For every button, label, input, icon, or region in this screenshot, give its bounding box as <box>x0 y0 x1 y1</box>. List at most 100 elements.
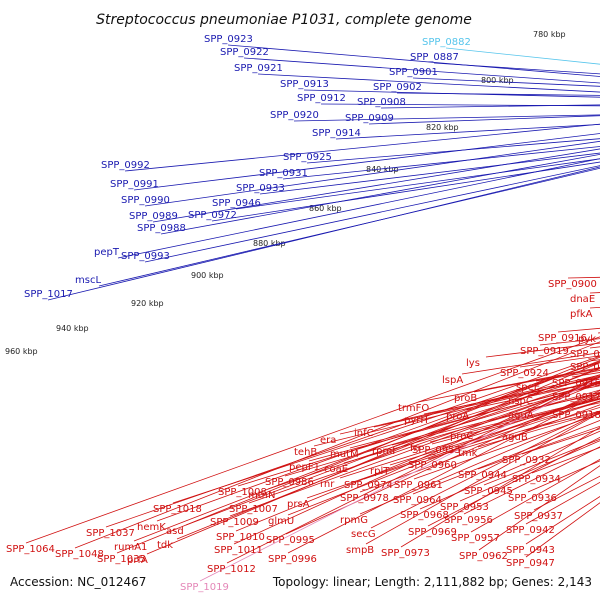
reverse-label-leader <box>25 336 600 544</box>
reverse-gene-label: pyrH <box>404 415 428 426</box>
reverse-gene-label: SPP_1010 <box>216 532 265 543</box>
ruler-label: 880 kbp <box>253 239 286 248</box>
forward-gene-labels: SPP_0882 SPP_0923 SPP_0922 SPP_0921 SPP_0887… <box>24 34 471 300</box>
forward-label-leader <box>335 123 600 140</box>
reverse-gene-label: SPP_0915 <box>552 378 600 389</box>
accession-text: Accession: NC_012467 <box>10 575 146 589</box>
reverse-gene-label: smpB <box>346 545 374 556</box>
forward-gene-label: SPP_0933 <box>236 183 285 194</box>
ruler-label: 940 kbp <box>56 324 89 333</box>
forward-gene-label: SPP_0925 <box>283 152 332 163</box>
forward-label-leaders <box>47 44 600 301</box>
reverse-label-leader <box>431 398 600 445</box>
reverse-gene-label: frr <box>410 443 422 454</box>
reverse-gene-label: SPP_0936 <box>508 493 557 504</box>
reverse-gene-label: SPP_0960 <box>408 460 457 471</box>
forward-gene-label: SPP_0901 <box>389 67 438 78</box>
forward-label-leader <box>235 158 600 210</box>
ruler-label: 800 kbp <box>481 76 514 85</box>
forward-label-leader <box>380 104 600 109</box>
forward-gene-label: SPP_0988 <box>137 223 186 234</box>
forward-gene-label: SPP_0887 <box>410 52 459 63</box>
reverse-gene-label: SPP_1007 <box>229 504 278 515</box>
reverse-label-leader <box>370 411 600 529</box>
reverse-label-leader <box>235 382 600 532</box>
forward-label-leader <box>144 140 600 207</box>
forward-gene-label: SPP_0909 <box>345 113 394 124</box>
ruler-label: 840 kbp <box>366 165 399 174</box>
reverse-gene-label: proB <box>454 393 477 404</box>
reverse-label-leader <box>156 361 600 522</box>
forward-gene-label: SPP_0921 <box>234 63 283 74</box>
reverse-gene-label: SPP_1048 <box>55 549 104 560</box>
forward-label-leader <box>368 115 600 125</box>
reverse-gene-label: SPP_0919 <box>520 346 569 357</box>
forward-gene-label: SPP_0972 <box>188 210 237 221</box>
reverse-gene-label: SPP_0942 <box>506 525 555 536</box>
reverse-gene-label: SPP_0956 <box>444 515 493 526</box>
reverse-gene-label: hemK <box>137 522 166 533</box>
reverse-gene-label: SPP_1037 <box>86 528 135 539</box>
forward-label-leader <box>396 92 600 96</box>
reverse-gene-label: SPP_0964 <box>393 495 442 506</box>
reverse-label-leader <box>74 341 600 549</box>
reverse-label-leader <box>146 362 600 555</box>
reverse-gene-label: trmFO <box>398 403 429 414</box>
reverse-gene-label: prsA <box>287 499 310 510</box>
forward-label-leader <box>243 57 600 84</box>
reverse-gene-label: speE <box>516 382 540 393</box>
reverse-gene-label: coaE <box>324 464 348 475</box>
reverse-gene-label: rpmG <box>340 515 368 526</box>
reverse-gene-label: SPP_0961 <box>394 480 443 491</box>
reverse-gene-label: aguB <box>502 432 528 443</box>
reverse-label-leader <box>105 355 600 528</box>
reverse-label-leader <box>248 381 600 504</box>
forward-gene-label: SPP_0913 <box>280 79 329 90</box>
reverse-gene-label: SPP_1019 <box>180 582 229 593</box>
reverse-label-leader <box>478 465 600 551</box>
reverse-label-leader <box>427 436 600 527</box>
forward-label-leader <box>412 77 600 87</box>
forward-label-leader <box>124 123 600 172</box>
reverse-label-leader <box>567 276 600 279</box>
reverse-gene-label: SPP_0978 <box>340 493 389 504</box>
reverse-gene-label: SPP_0974 <box>344 480 393 491</box>
reverse-label-leader <box>389 400 600 466</box>
reverse-gene-label: pyk <box>578 334 596 345</box>
forward-gene-label: SPP_0908 <box>357 97 406 108</box>
reverse-gene-label: nspC <box>508 396 533 407</box>
reverse-gene-label: SPP_0973 <box>381 548 430 559</box>
reverse-gene-label: SPP_1009 <box>210 517 259 528</box>
forward-gene-label: SPP_0993 <box>121 251 170 262</box>
reverse-gene-label: mutM <box>330 449 359 460</box>
reverse-gene-label: dnaE <box>570 294 595 305</box>
forward-label-leader <box>152 148 600 223</box>
reverse-gene-label: SPP_0968 <box>400 510 449 521</box>
reverse-gene-label: SPP_0995 <box>266 535 315 546</box>
forward-label-leader <box>133 133 600 191</box>
reverse-label-leader <box>419 430 600 510</box>
reverse-gene-label: rplT <box>370 466 390 477</box>
reverse-label-leader <box>229 380 600 517</box>
reverse-gene-label: tmk <box>458 448 478 459</box>
reverse-label-leaders <box>25 276 600 582</box>
reverse-label-leader <box>417 367 600 403</box>
reverse-label-leader <box>400 426 600 548</box>
reverse-gene-label: SPP_1012 <box>207 564 256 575</box>
reverse-gene-label: prfA <box>127 555 148 566</box>
reverse-gene-label: SPP_0917 <box>552 392 600 403</box>
reverse-label-leader <box>343 389 600 464</box>
reverse-gene-label: mtnN <box>248 490 275 501</box>
forward-label-leader <box>259 152 600 195</box>
reverse-gene-label: SPP_0916 <box>538 333 587 344</box>
reverse-label-leader <box>199 377 600 582</box>
reverse-gene-label: SPP_0900 <box>548 279 597 290</box>
reverse-label-leader <box>427 406 600 460</box>
forward-gene-label: pepT <box>94 247 120 258</box>
reverse-gene-label: SPP_0953 <box>440 502 489 513</box>
reverse-gene-label: infC <box>354 428 374 439</box>
reverse-label-leader <box>172 362 600 504</box>
forward-gene-label: SPP_0989 <box>129 211 178 222</box>
reverse-gene-label: SPP_0934 <box>512 474 561 485</box>
